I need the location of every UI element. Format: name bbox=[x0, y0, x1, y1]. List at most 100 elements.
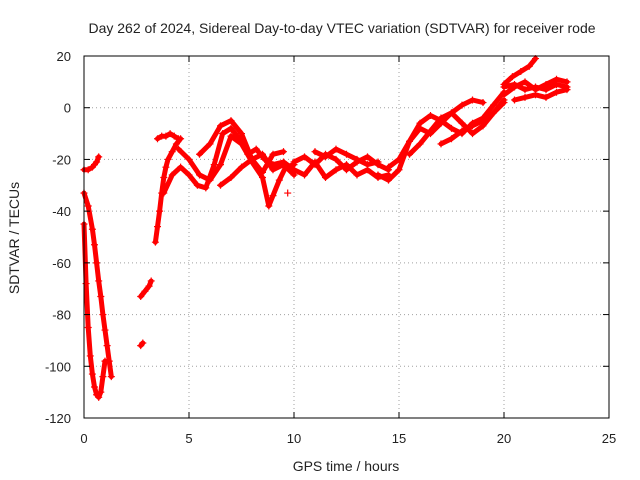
data-point bbox=[227, 174, 235, 182]
series-seg-mid-d bbox=[217, 150, 298, 189]
data-point bbox=[103, 342, 111, 350]
data-point bbox=[469, 122, 476, 130]
y-tick-label: 0 bbox=[64, 101, 71, 116]
data-point bbox=[301, 171, 308, 179]
data-point bbox=[248, 155, 256, 163]
data-point bbox=[343, 150, 350, 158]
data-point bbox=[508, 73, 516, 81]
data-point bbox=[521, 86, 529, 94]
data-point bbox=[107, 373, 115, 381]
data-point bbox=[563, 86, 571, 94]
data-point bbox=[105, 357, 113, 365]
data-point bbox=[151, 238, 159, 246]
y-tick-label: -60 bbox=[52, 256, 71, 271]
data-point bbox=[95, 277, 103, 285]
data-point bbox=[88, 225, 96, 233]
data-point bbox=[217, 181, 224, 189]
series-seg-late-a bbox=[374, 96, 487, 184]
data-point bbox=[210, 161, 218, 169]
data-point bbox=[97, 388, 105, 396]
data-point bbox=[275, 176, 283, 184]
data-point bbox=[91, 383, 98, 391]
series-trace bbox=[152, 136, 184, 245]
data-point bbox=[563, 78, 571, 86]
data-point bbox=[252, 145, 260, 153]
data-point bbox=[500, 99, 508, 107]
series-seg-rise-a bbox=[137, 277, 155, 300]
data-point bbox=[175, 145, 182, 153]
data-point bbox=[185, 171, 193, 179]
data-point bbox=[395, 166, 403, 174]
data-point bbox=[227, 124, 235, 132]
data-point bbox=[322, 153, 329, 161]
data-point bbox=[95, 393, 103, 401]
data-point bbox=[185, 155, 193, 163]
data-point bbox=[322, 174, 329, 182]
series-seg-end-b bbox=[500, 75, 571, 99]
data-point bbox=[160, 174, 168, 182]
data-point bbox=[448, 109, 455, 117]
y-tick-label: 20 bbox=[57, 49, 71, 64]
data-point bbox=[227, 117, 235, 125]
data-point bbox=[553, 88, 560, 96]
data-point bbox=[385, 176, 392, 184]
data-point bbox=[265, 202, 273, 210]
data-point bbox=[353, 155, 361, 163]
data-point bbox=[511, 96, 518, 104]
data-point bbox=[437, 114, 445, 122]
data-point bbox=[469, 130, 476, 138]
data-point bbox=[521, 78, 529, 86]
data-point bbox=[97, 292, 105, 300]
data-point bbox=[284, 189, 292, 197]
data-point bbox=[364, 161, 371, 169]
data-point bbox=[227, 132, 235, 140]
x-tick-label: 15 bbox=[392, 431, 406, 446]
data-point bbox=[479, 117, 487, 125]
data-point bbox=[137, 292, 145, 300]
data-point bbox=[290, 158, 298, 166]
data-point bbox=[154, 223, 161, 231]
data-point bbox=[93, 158, 101, 166]
x-tick-label: 10 bbox=[287, 431, 301, 446]
data-point bbox=[517, 68, 525, 76]
data-point bbox=[500, 80, 508, 88]
data-point bbox=[160, 189, 168, 197]
data-point bbox=[542, 80, 550, 88]
data-point bbox=[458, 101, 466, 109]
data-point bbox=[99, 311, 107, 319]
y-tick-label: -100 bbox=[45, 359, 71, 374]
chart-title: Day 262 of 2024, Sidereal Day-to-day VTE… bbox=[88, 20, 595, 36]
data-point bbox=[332, 166, 340, 174]
series-seg-end-d bbox=[511, 86, 571, 104]
data-point bbox=[196, 171, 203, 179]
y-tick-label: -40 bbox=[52, 204, 71, 219]
data-point bbox=[101, 326, 109, 334]
series-seg-early-right bbox=[80, 189, 115, 381]
data-point bbox=[88, 370, 96, 378]
data-point bbox=[332, 145, 340, 153]
data-point bbox=[168, 148, 176, 156]
data-point bbox=[395, 155, 403, 163]
data-point bbox=[238, 130, 245, 138]
data-point bbox=[168, 171, 176, 179]
data-point bbox=[156, 207, 164, 215]
data-point bbox=[385, 163, 392, 171]
data-point bbox=[364, 153, 371, 161]
series-trace bbox=[291, 159, 391, 180]
data-point bbox=[145, 282, 153, 290]
data-point bbox=[479, 99, 487, 107]
data-point bbox=[202, 184, 210, 192]
data-point bbox=[196, 150, 203, 158]
data-point bbox=[154, 135, 161, 143]
x-tick-label: 25 bbox=[602, 431, 616, 446]
data-point bbox=[458, 127, 466, 135]
series-trace bbox=[218, 151, 297, 188]
series-trace bbox=[512, 87, 570, 103]
data-point bbox=[353, 171, 361, 179]
data-point bbox=[500, 91, 508, 99]
data-point bbox=[448, 124, 455, 132]
y-tick-label: -120 bbox=[45, 411, 71, 426]
x-tick-label: 0 bbox=[80, 431, 87, 446]
data-point bbox=[206, 176, 214, 184]
